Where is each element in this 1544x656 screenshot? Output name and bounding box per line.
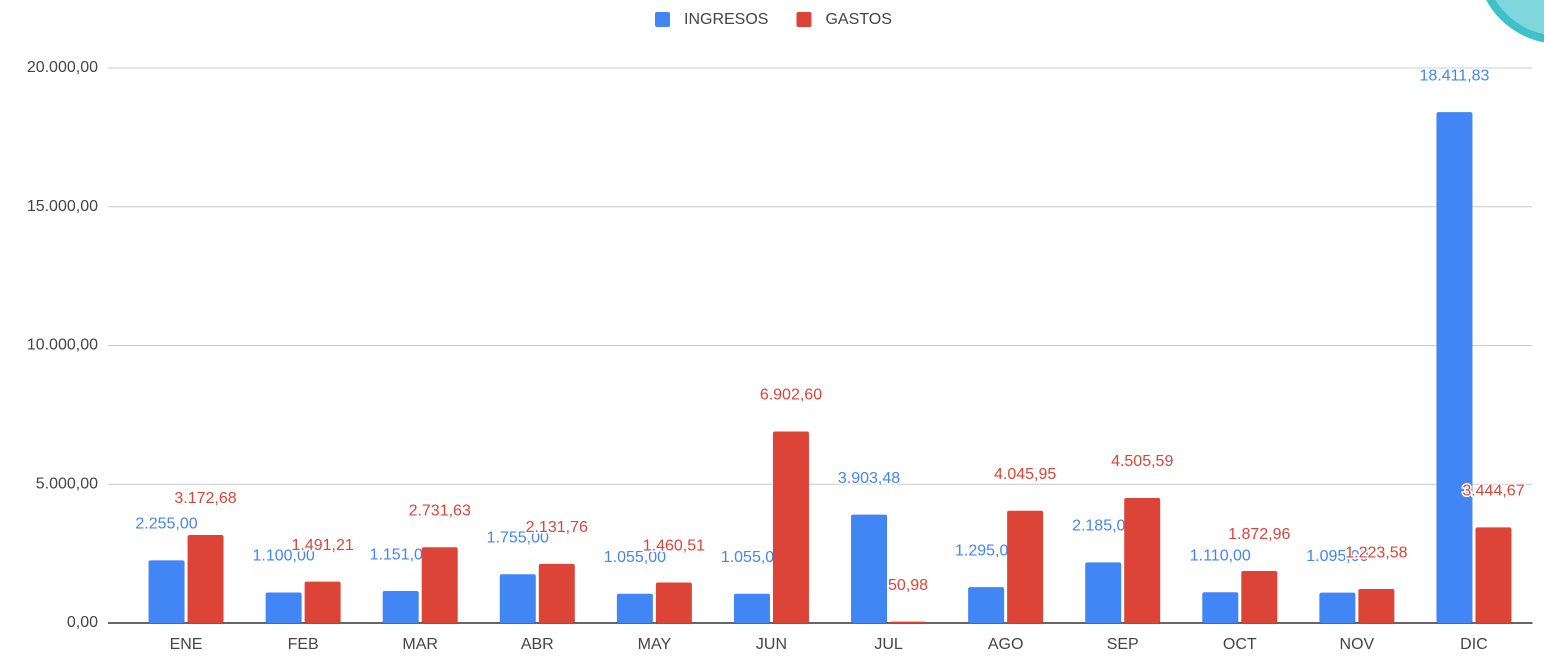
- value-label: 6.902,60: [760, 387, 822, 404]
- x-tick-label: ENE: [170, 636, 203, 653]
- value-label: 1.755,00: [487, 530, 549, 547]
- value-label: 3.903,48: [838, 470, 900, 487]
- bar: [851, 514, 888, 623]
- value-label: 50,98: [888, 577, 928, 594]
- legend-swatch: [796, 12, 812, 27]
- bar: [1007, 510, 1044, 623]
- value-label: 1.460,51: [643, 538, 705, 555]
- x-tick-label: NOV: [1340, 636, 1375, 653]
- bar: [772, 431, 809, 623]
- bar: [616, 593, 653, 623]
- x-tick-label: MAR: [402, 636, 438, 653]
- bar: [1475, 527, 1512, 623]
- bar: [304, 581, 341, 623]
- legend-label: INGRESOS: [684, 11, 768, 28]
- x-tick-label: JUN: [756, 636, 787, 653]
- value-label: 1.095,00: [1306, 548, 1368, 565]
- x-tick-label: ABR: [521, 636, 554, 653]
- legend: INGRESOS GASTOS: [655, 11, 892, 28]
- bar: [1319, 592, 1356, 623]
- bar: [265, 592, 302, 623]
- x-tick-label: JUL: [874, 636, 903, 653]
- x-tick-label: MAY: [638, 636, 672, 653]
- y-tick-label: 5.000,00: [36, 475, 98, 492]
- value-label: 1.110,00: [1190, 547, 1251, 564]
- value-label: 1.151,00: [370, 546, 432, 563]
- x-tick-label: SEP: [1107, 636, 1139, 653]
- bar: [1436, 112, 1473, 623]
- bar: [382, 591, 419, 623]
- bar: [1124, 497, 1161, 623]
- value-label: 3.172,68: [174, 490, 236, 507]
- bar: [655, 582, 692, 623]
- y-tick-label: 10.000,00: [27, 337, 98, 354]
- bar: [148, 560, 185, 623]
- bar: [421, 547, 458, 623]
- value-label: 1.100,00: [252, 548, 314, 565]
- y-tick-label: 15.000,00: [27, 198, 98, 215]
- bar: [538, 563, 575, 623]
- value-label: 1.055,00: [721, 549, 783, 566]
- bar: [1241, 571, 1278, 623]
- legend-label: GASTOS: [825, 11, 891, 28]
- value-label: 1.055,00: [604, 549, 666, 566]
- bar: [187, 534, 224, 623]
- y-tick-label: 20.000,00: [27, 59, 98, 76]
- decoration: [1486, 0, 1544, 43]
- bar: [499, 574, 536, 623]
- value-label: 2.731,63: [409, 502, 471, 519]
- value-label: 1.491,21: [291, 537, 353, 554]
- value-label: 2.185,00: [1072, 518, 1134, 535]
- x-tick-label: OCT: [1223, 636, 1257, 653]
- x-tick-label: AGO: [988, 636, 1024, 653]
- bar: [1202, 592, 1239, 623]
- value-label: 2.131,76: [526, 519, 588, 536]
- bar: [1085, 562, 1122, 623]
- value-label: 4.045,95: [994, 466, 1056, 483]
- bar: [890, 621, 927, 623]
- x-tick-label: DIC: [1460, 636, 1488, 653]
- x-tick-label: FEB: [288, 636, 319, 653]
- bar: [733, 593, 770, 623]
- value-label: 1.295,00: [955, 542, 1017, 559]
- value-label: 2.255,00: [135, 516, 197, 533]
- value-label: 4.505,59: [1111, 453, 1173, 470]
- bar: [968, 587, 1005, 623]
- legend-swatch: [655, 12, 670, 27]
- value-label: 1.872,96: [1228, 526, 1290, 543]
- bar: [1358, 589, 1395, 623]
- y-tick-label: 0,00: [67, 614, 98, 631]
- value-label: 3.444,67: [1462, 483, 1524, 500]
- value-label: 18.411,83: [1419, 67, 1489, 84]
- value-label: 1.223,58: [1345, 544, 1407, 561]
